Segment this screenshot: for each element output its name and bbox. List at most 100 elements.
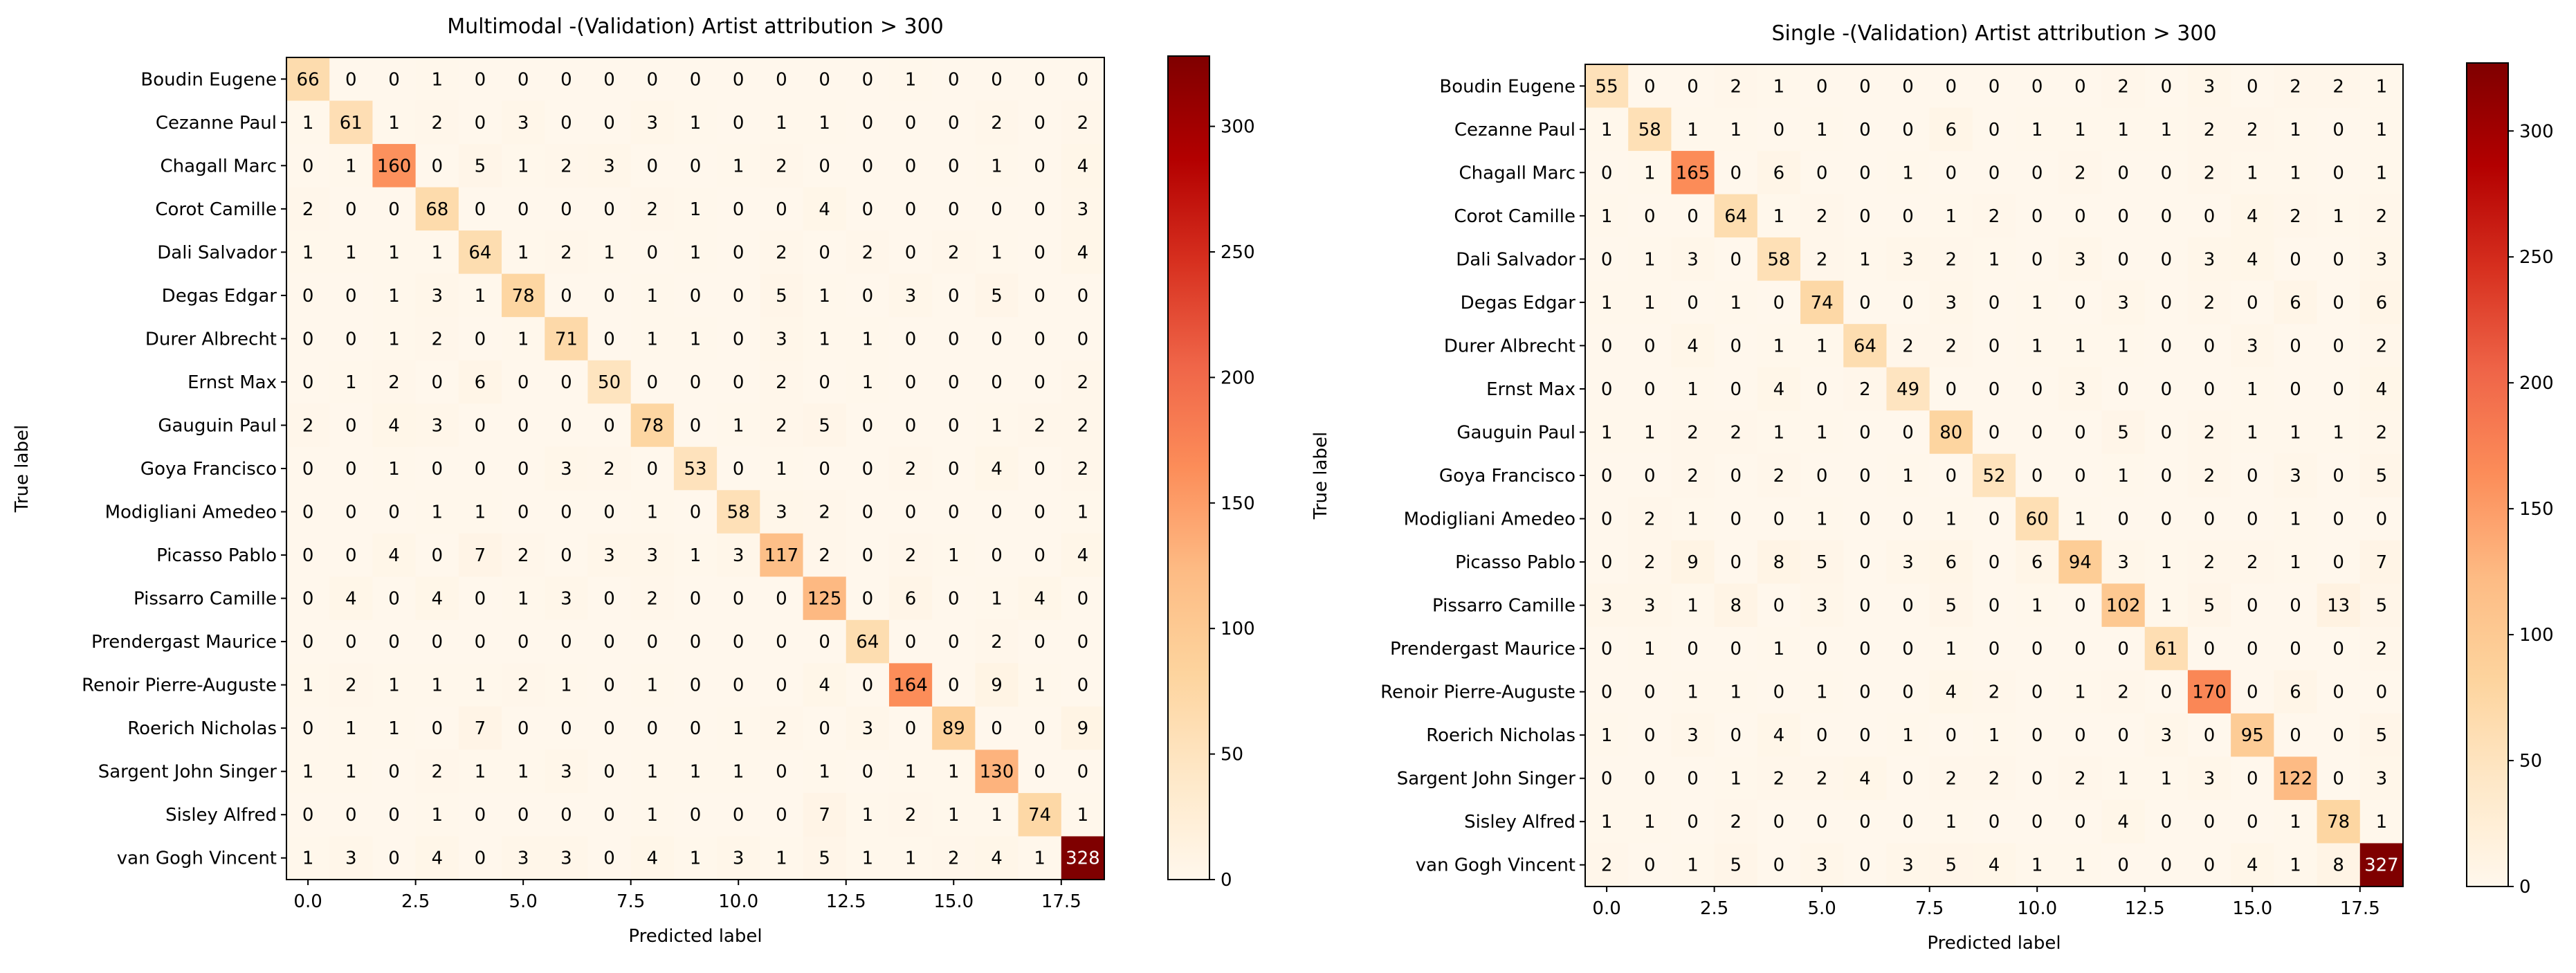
- heatmap-cell: [2359, 713, 2404, 758]
- heatmap-cell: [1018, 57, 1062, 102]
- heatmap-cell: [1972, 626, 2016, 671]
- y-tick-label: Cezanne Paul: [156, 113, 277, 134]
- cell-value-label: 1: [1601, 812, 1613, 833]
- heatmap-cell: [1843, 670, 1888, 714]
- heatmap-cell: [2101, 64, 2146, 109]
- heatmap-cell: [803, 490, 847, 534]
- cell-value-label: 0: [1644, 725, 1656, 746]
- cell-value-label: 0: [1601, 552, 1613, 573]
- cell-value-label: 8: [2332, 855, 2344, 876]
- heatmap-cell: [1929, 799, 1973, 844]
- cell-value-label: 0: [1077, 632, 1089, 653]
- y-tick-label: Chagall Marc: [1459, 163, 1576, 183]
- cell-value-label: 3: [2117, 293, 2129, 313]
- heatmap-cell: [932, 273, 976, 318]
- heatmap-cell: [545, 187, 589, 231]
- heatmap-cell: [2317, 843, 2361, 887]
- heatmap-cell: [2187, 280, 2231, 325]
- cell-value-label: 0: [560, 502, 572, 523]
- cell-value-label: 0: [776, 805, 787, 826]
- cell-value-label: 0: [819, 632, 830, 653]
- heatmap-cell: [673, 317, 718, 361]
- heatmap-cell: [1671, 324, 1715, 368]
- heatmap-cell: [1585, 107, 1629, 152]
- heatmap-cell: [2359, 497, 2404, 541]
- cell-value-label: 0: [345, 502, 357, 523]
- cell-value-label: 1: [1989, 249, 2000, 270]
- heatmap-cell-labels: 66 0 0 1 0 0 0 0 0 0 0 0 0 0 1 0 0 0 01 61 1 2 0 3 0 0 3 1 0 1 1 0 0 0 2 0 2…: [297, 69, 1100, 869]
- heatmap-cell: [2144, 107, 2189, 152]
- cell-value-label: 0: [1902, 76, 1914, 97]
- heatmap-cell: [545, 144, 589, 188]
- heatmap-cell: [673, 187, 718, 231]
- heatmap-cell: [2274, 756, 2318, 801]
- colorbar-tick-label: 100: [2519, 625, 2554, 646]
- cell-value-label: 0: [603, 675, 615, 696]
- cell-value-label: 0: [2161, 422, 2173, 443]
- heatmap-cell: [2231, 410, 2274, 455]
- cell-value-label: 1: [1730, 120, 1742, 140]
- cell-value-label: 5: [1816, 552, 1828, 573]
- heatmap-cell: [888, 100, 933, 145]
- heatmap-cell: [630, 360, 675, 404]
- heatmap-cell: [717, 230, 760, 275]
- heatmap-cell: [888, 619, 933, 664]
- heatmap-cell: [2016, 583, 2059, 628]
- cell-value-label: 3: [560, 848, 572, 869]
- cell-value-label: 0: [862, 589, 874, 610]
- cell-value-label: 6: [1773, 163, 1785, 183]
- cell-value-label: 0: [2161, 249, 2173, 270]
- cell-value-label: 2: [1034, 415, 1045, 436]
- cell-value-label: 4: [1687, 336, 1699, 356]
- cell-value-label: 58: [1767, 249, 1790, 270]
- cell-value-label: 0: [475, 329, 486, 349]
- heatmap-cell: [329, 230, 374, 275]
- heatmap-cell: [1886, 194, 1930, 238]
- cell-value-label: 0: [1859, 812, 1871, 833]
- cell-value-label: 0: [1989, 379, 2000, 400]
- heatmap-cell: [2016, 540, 2059, 584]
- cell-value-label: 3: [2161, 725, 2173, 746]
- heatmap-cell: [975, 317, 1019, 361]
- cell-value-label: 0: [603, 199, 615, 220]
- heatmap-cell: [2317, 367, 2361, 411]
- cell-value-label: 0: [388, 805, 400, 826]
- heatmap-cell: [372, 187, 417, 231]
- heatmap-cell: [458, 576, 502, 621]
- heatmap-cell: [1018, 533, 1062, 577]
- heatmap-cell: [932, 576, 976, 621]
- cell-value-label: 0: [2247, 812, 2258, 833]
- y-tick-label: Pissarro Camille: [1432, 596, 1575, 617]
- heatmap-cell: [673, 619, 718, 664]
- cell-value-label: 0: [1644, 206, 1656, 227]
- cell-value-label: 78: [512, 286, 535, 307]
- cell-value-label: 0: [1034, 286, 1045, 307]
- cell-value-label: 1: [518, 156, 529, 176]
- heatmap-cell: [630, 792, 675, 837]
- heatmap-cell: [803, 317, 847, 361]
- cell-value-label: 0: [2074, 422, 2086, 443]
- cell-value-label: 1: [1644, 249, 1656, 270]
- heatmap-cell: [1972, 410, 2016, 455]
- heatmap-cell: [2016, 107, 2059, 152]
- heatmap-cell: [1800, 410, 1844, 455]
- cell-value-label: 0: [905, 718, 917, 739]
- cell-value-label: 0: [431, 545, 443, 566]
- cell-value-label: 1: [345, 762, 357, 783]
- cell-value-label: 0: [2031, 206, 2043, 227]
- heatmap-cell: [760, 663, 804, 707]
- y-tick-label: Sargent John Singer: [98, 762, 277, 783]
- cell-value-label: 3: [1816, 855, 1828, 876]
- heatmap-cell: [1671, 453, 1715, 498]
- heatmap-cell: [630, 187, 675, 231]
- cell-value-label: 2: [2247, 120, 2258, 140]
- heatmap-cell: [1800, 280, 1844, 325]
- cell-value-label: 6: [1946, 120, 1957, 140]
- cell-value-label: 0: [862, 286, 874, 307]
- heatmap-cell: [1886, 453, 1930, 498]
- cell-value-label: 0: [733, 805, 745, 826]
- heatmap-cell: [502, 360, 545, 404]
- cell-value-label: 0: [603, 762, 615, 783]
- cell-value-label: 1: [2290, 422, 2301, 443]
- heatmap-cell: [2231, 799, 2274, 844]
